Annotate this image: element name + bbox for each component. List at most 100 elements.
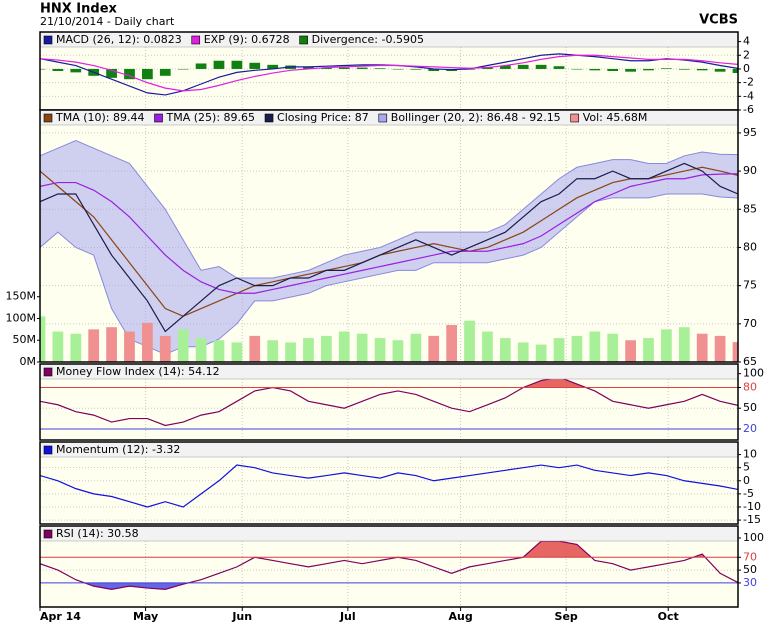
divergence-bar — [159, 68, 171, 76]
divergence-bar — [356, 67, 368, 69]
legend-swatch — [264, 113, 274, 123]
panel-frame — [39, 525, 739, 608]
volume-bar — [464, 320, 475, 362]
panel-frame — [39, 441, 739, 525]
volume-bar — [177, 329, 189, 362]
plot-area — [40, 110, 738, 362]
y-tick-label: 80 — [743, 240, 757, 253]
x-tick-label: Aug — [448, 610, 472, 623]
y-tick-label: -2 — [743, 76, 754, 89]
y-tick-label: 65 — [743, 355, 757, 368]
divergence-bar — [535, 64, 547, 69]
series-line — [40, 54, 738, 92]
legend-swatch — [43, 35, 53, 45]
x-tick-label: Apr 14 — [40, 610, 81, 623]
divergence-bar — [124, 68, 135, 80]
volume-bar — [392, 340, 404, 362]
legend-label: EXP (9): 0.6728 — [204, 33, 290, 46]
series-line — [40, 162, 738, 333]
volume-bar — [320, 335, 332, 362]
volume-bar — [338, 331, 350, 362]
y-tick-label: -15 — [743, 513, 761, 526]
volume-bar — [553, 338, 565, 362]
divergence-bar — [714, 68, 726, 72]
x-tick-label: Sep — [555, 610, 578, 623]
legend-label: MACD (26, 12): 0.0823 — [56, 33, 182, 46]
divergence-bar — [607, 68, 619, 71]
volume-bar — [88, 329, 100, 362]
volume-bar — [661, 329, 672, 362]
volume-bar — [142, 322, 153, 362]
y-tick-label: -5 — [743, 487, 754, 500]
y-tick-label: -6 — [743, 103, 754, 116]
y-tick-label: 20 — [743, 422, 757, 435]
y-tick-label: 70 — [743, 317, 757, 330]
divergence-bar — [392, 68, 404, 70]
divergence-bar — [320, 67, 332, 69]
volume-bar — [124, 331, 135, 362]
divergence-bar — [678, 68, 690, 70]
volume-bar — [607, 333, 619, 362]
subtitle: 21/10/2014 - Daily chart — [40, 15, 175, 28]
volume-bar — [714, 335, 726, 362]
bollinger-lower — [40, 193, 738, 355]
legend-label: RSI (14): 30.58 — [56, 527, 139, 540]
legend-swatch — [191, 35, 201, 45]
bollinger-band — [40, 140, 738, 355]
legend-swatch — [43, 367, 53, 377]
divergence-bar — [625, 68, 636, 72]
y-tick-label: 10 — [743, 448, 757, 461]
y-tick-label: 95 — [743, 126, 757, 139]
y-tick-label: 5 — [743, 461, 750, 474]
volume-bar — [643, 338, 654, 362]
legend-label: Momentum (12): -3.32 — [56, 443, 180, 456]
y-tick-label: 75 — [743, 279, 757, 292]
volume-bar — [267, 340, 279, 362]
y-tick-label: 85 — [743, 202, 757, 215]
legend-label: Vol: 45.68M — [583, 111, 648, 124]
volume-bar — [446, 325, 458, 362]
y-tick-label: -10 — [743, 500, 761, 513]
divergence-bar — [571, 68, 583, 70]
volume-bar — [517, 342, 529, 362]
divergence-bar — [40, 68, 46, 70]
divergence-bar — [553, 66, 565, 69]
volume-bar — [249, 335, 261, 362]
volume-bar — [589, 331, 601, 362]
y2-tick-label: 150M — [6, 290, 37, 303]
divergence-bar — [231, 60, 243, 69]
y-tick-label: 100 — [743, 531, 764, 544]
legend-label: Divergence: -0.5905 — [312, 33, 424, 46]
volume-bar — [40, 316, 46, 362]
volume-bar — [571, 335, 583, 362]
volume-bar — [499, 338, 511, 362]
series-line — [40, 173, 738, 294]
divergence-bar — [732, 68, 738, 73]
legend-swatch — [378, 113, 388, 123]
y-tick-label: 50 — [743, 401, 757, 414]
volume-bar — [70, 333, 82, 362]
threshold-fill — [40, 541, 738, 558]
divergence-bar — [517, 64, 529, 69]
legend-swatch — [154, 113, 163, 123]
divergence-bar — [643, 68, 654, 71]
divergence-bar — [410, 68, 422, 70]
y-tick-label: 90 — [743, 164, 757, 177]
legend-label: Closing Price: 87 — [277, 111, 369, 124]
divergence-bar — [177, 68, 189, 70]
volume-bar — [231, 342, 243, 362]
legend-label: Money Flow Index (14): 54.12 — [56, 365, 220, 378]
volume-bar — [732, 342, 738, 362]
legend-strip — [39, 525, 739, 542]
divergence-bar — [213, 60, 225, 69]
volume-bar — [696, 333, 708, 362]
volume-bar — [535, 344, 547, 362]
divergence-bar — [696, 68, 708, 71]
y-tick-label: 0 — [743, 474, 750, 487]
volume-bar — [374, 338, 386, 362]
divergence-bar — [195, 63, 207, 69]
y2-tick-label: 50M — [13, 333, 37, 346]
x-tick-label: Jul — [339, 610, 356, 623]
legend-swatch — [43, 529, 53, 539]
